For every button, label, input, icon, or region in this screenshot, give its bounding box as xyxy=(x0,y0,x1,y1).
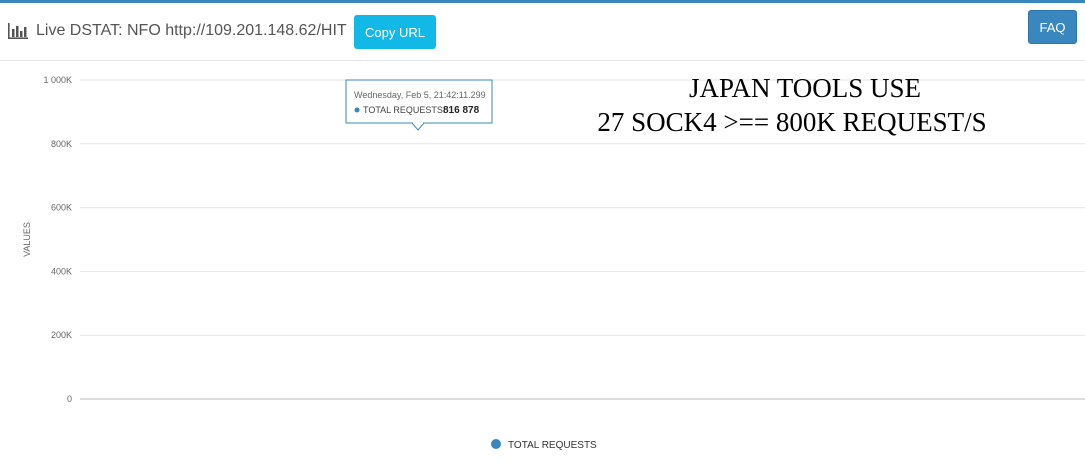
y-axis: 0 200K 400K 600K 800K 1 000K xyxy=(43,75,72,404)
header-bar: Live DSTAT: NFO http://109.201.148.62/HI… xyxy=(0,4,1085,61)
y-tick-label: 0 xyxy=(67,394,72,404)
tooltip-box xyxy=(345,79,493,124)
overlay-text-line2: 27 SOCK4 >== 800K REQUEST/S xyxy=(597,107,986,137)
legend-marker xyxy=(491,439,501,449)
page-title: Live DSTAT: NFO http://109.201.148.62/HI… xyxy=(36,22,347,39)
grid-lines xyxy=(80,79,1085,400)
faq-button[interactable]: FAQ xyxy=(1028,10,1077,44)
legend-label: TOTAL REQUESTS xyxy=(508,440,597,451)
tooltip-caret xyxy=(410,122,426,131)
tooltip-date: Wednesday, Feb 5, 21:42:11.299 xyxy=(354,90,486,100)
y-tick-label: 1 000K xyxy=(43,75,72,85)
overlay-text-line1: JAPAN TOOLS USE xyxy=(689,73,921,103)
legend[interactable]: TOTAL REQUESTS xyxy=(491,439,597,451)
y-tick-label: 200K xyxy=(51,330,72,340)
bar-chart-icon xyxy=(8,23,28,39)
top-accent-line xyxy=(0,0,1085,3)
tooltip-series-label: TOTAL REQUESTS: xyxy=(363,105,445,115)
tooltip-value: 816 878 xyxy=(443,105,480,116)
tooltip: Wednesday, Feb 5, 21:42:11.299 TOTAL REQ… xyxy=(345,79,493,131)
y-tick-label: 400K xyxy=(51,266,72,276)
title-group: Live DSTAT: NFO http://109.201.148.62/HI… xyxy=(8,22,347,40)
y-axis-label: VALUES xyxy=(22,222,32,257)
copy-url-button[interactable]: Copy URL xyxy=(354,15,436,49)
y-tick-label: 600K xyxy=(51,203,72,213)
y-tick-label: 800K xyxy=(51,139,72,149)
tooltip-series-dot xyxy=(354,107,360,113)
